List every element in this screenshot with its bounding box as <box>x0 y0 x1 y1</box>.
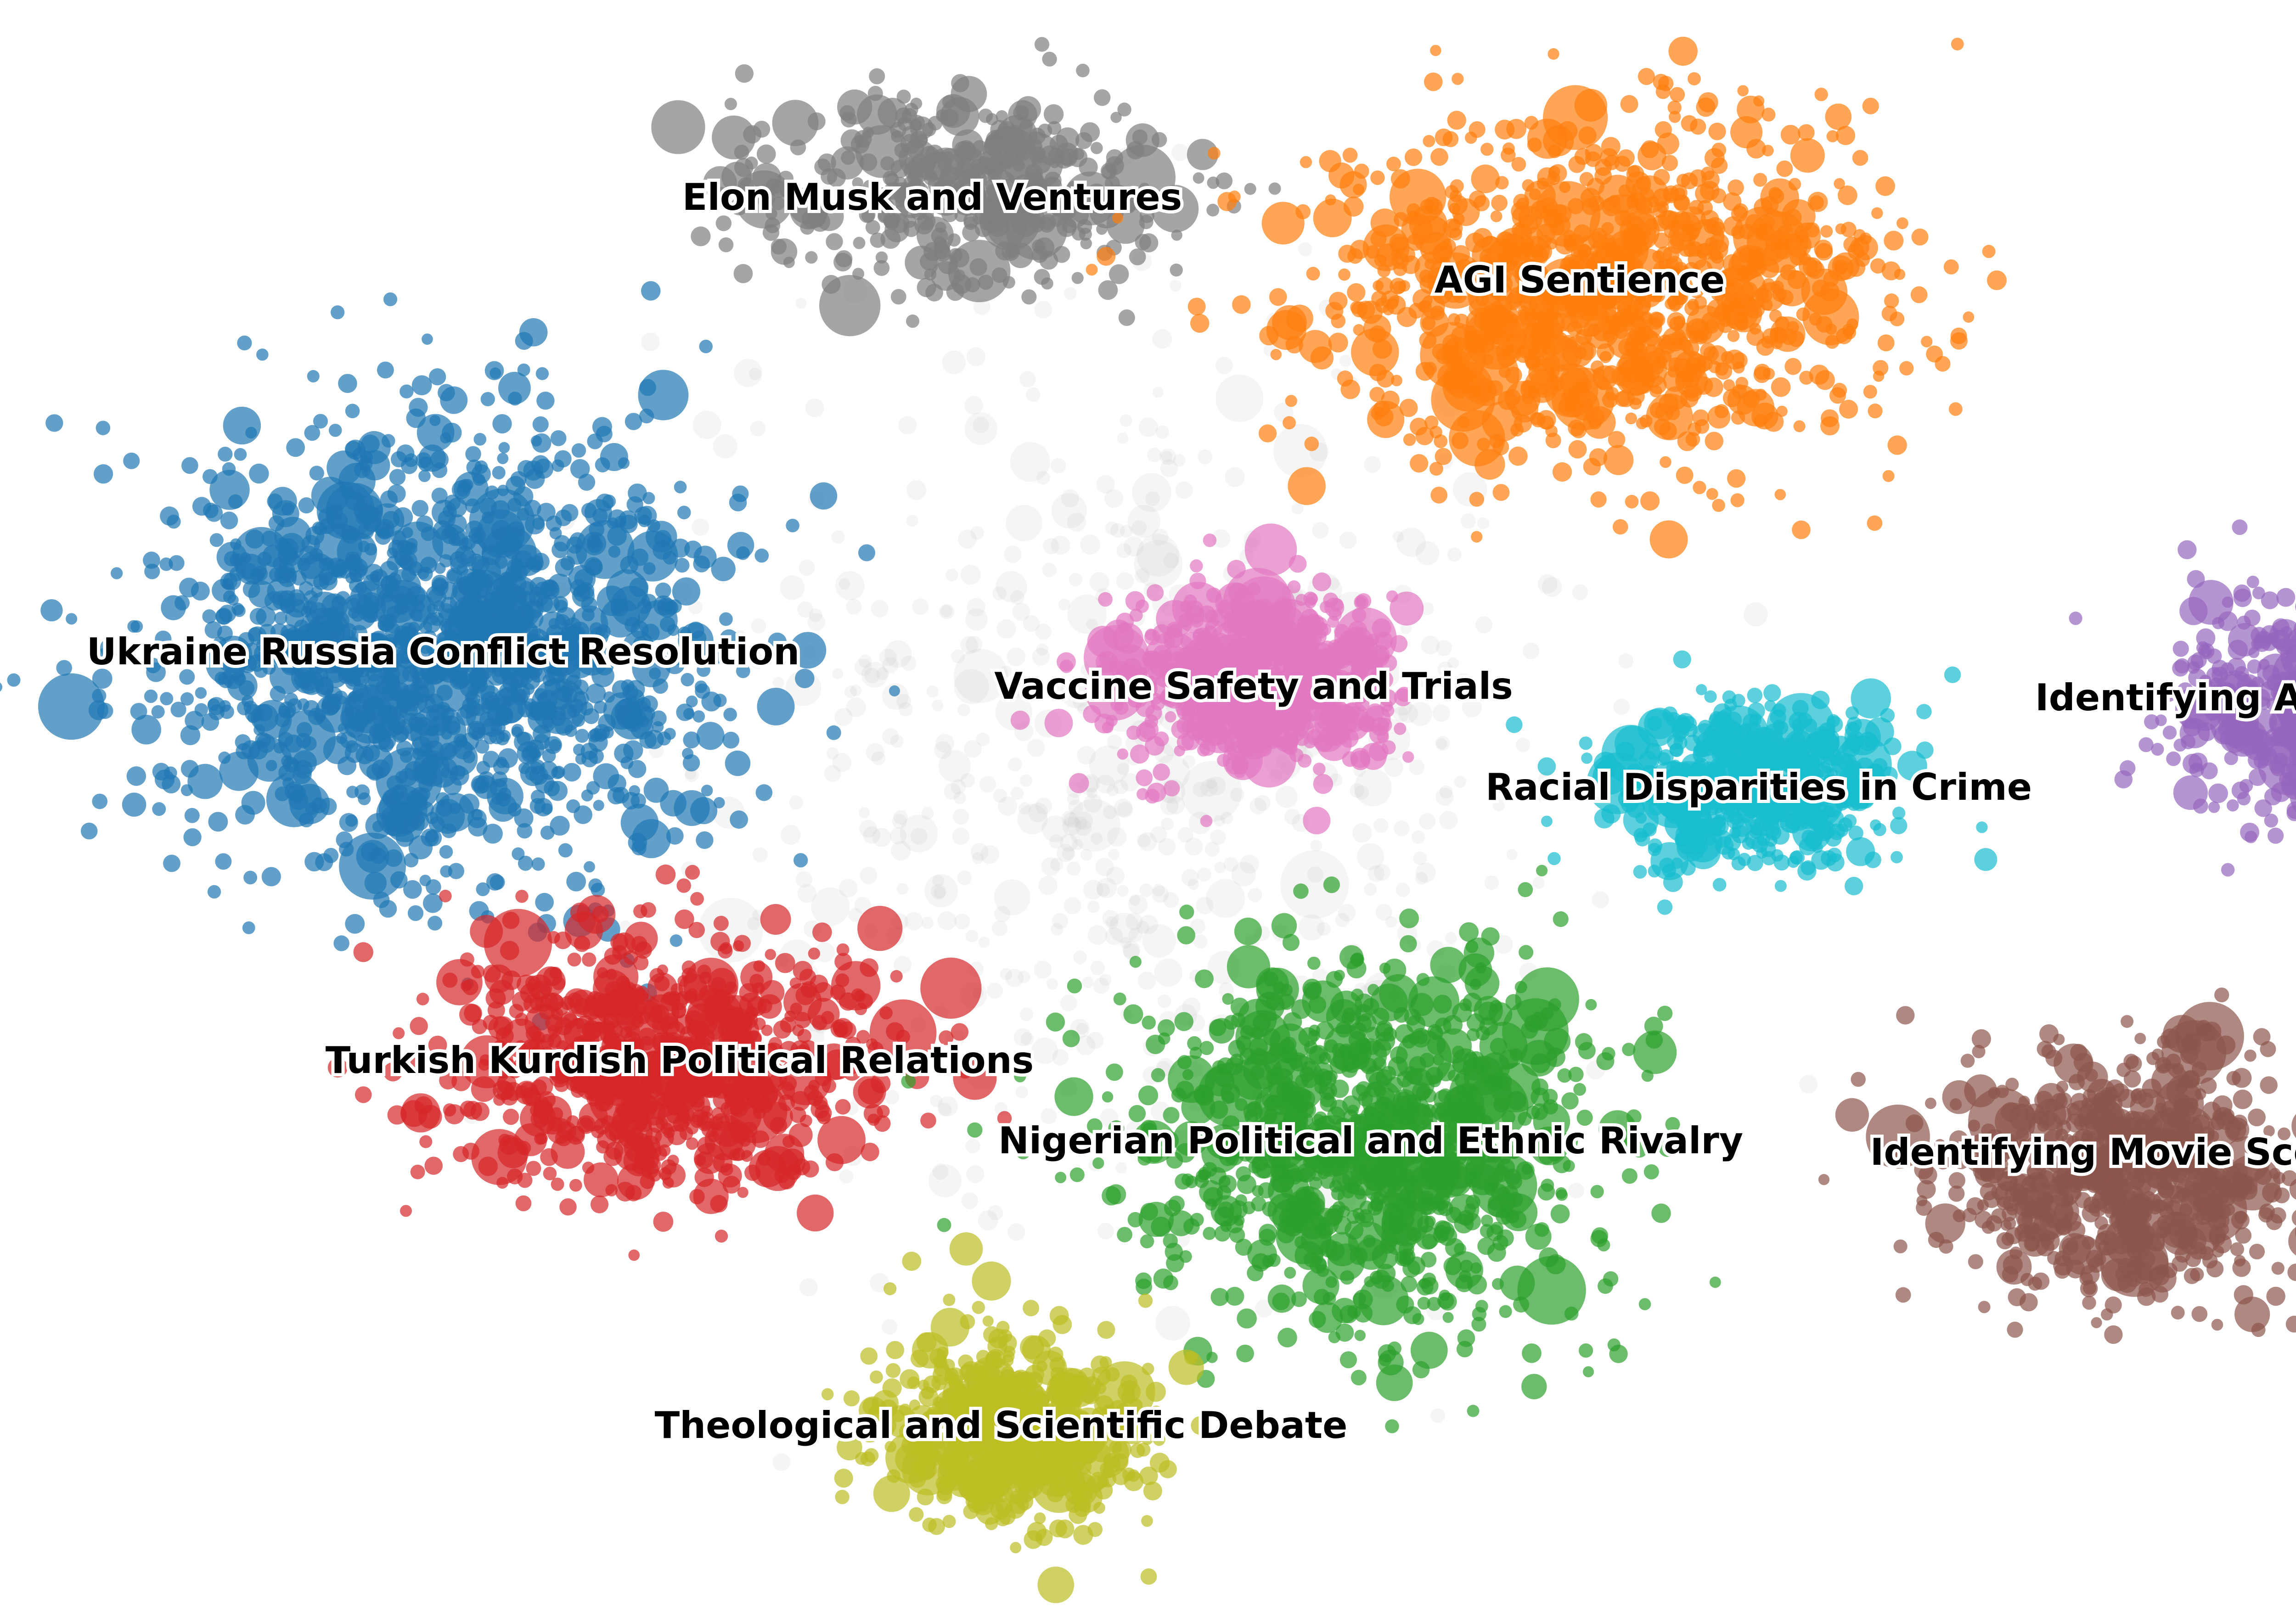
cluster-label: Ukraine Russia Conflict Resolution <box>87 630 799 673</box>
cluster-label: Nigerian Political and Ethnic Rivalry <box>998 1119 1743 1162</box>
cluster-turkish-kurdish-political-relations <box>327 865 1012 1261</box>
cluster-agi-sentience <box>1086 36 2007 559</box>
cluster-label: Vaccine Safety and Trials <box>994 665 1513 707</box>
cluster-label: Identifying Adult Performers <box>2035 676 2296 719</box>
cluster-vaccine-safety-and-trials <box>1010 523 1424 835</box>
cluster-label: Theological and Scientific Debate <box>655 1404 1348 1447</box>
cluster-label: Elon Musk and Ventures <box>682 176 1182 219</box>
cluster-labels: Elon Musk and Ventures AGI Sentience Ukrai… <box>84 173 2296 1450</box>
cluster-racial-disparities-in-crime <box>1506 650 1998 915</box>
cluster-identifying-movie-scenes <box>1818 987 2296 1344</box>
cluster-label: Racial Disparities in Crime <box>1486 766 2032 808</box>
cluster-ukraine-russia-conflict-resolution <box>0 281 900 1031</box>
cluster-label: Turkish Kurdish Political Relations <box>326 1039 1034 1082</box>
cluster-nigerian-political-and-ethnic-rivalry <box>901 865 1721 1433</box>
cluster-label: Identifying Movie Scenes <box>1870 1131 2296 1173</box>
cluster-theological-and-scientific-debate <box>821 1232 1210 1603</box>
cluster-identifying-adult-performers <box>2069 519 2296 877</box>
cluster-label: AGI Sentience <box>1435 258 1725 301</box>
cluster-elon-musk-and-ventures <box>651 37 1281 337</box>
cluster-points <box>0 36 2296 1603</box>
